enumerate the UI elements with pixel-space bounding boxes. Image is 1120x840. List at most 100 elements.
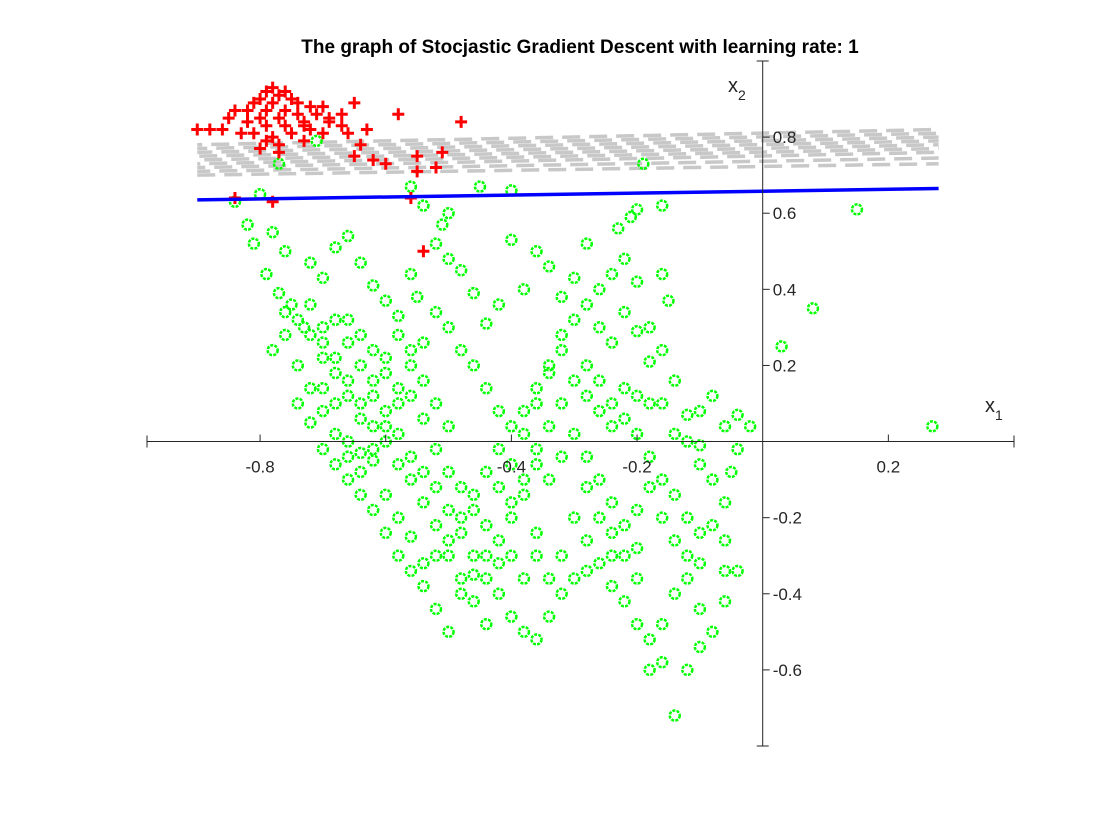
negative-point — [693, 640, 707, 654]
negative-point — [366, 279, 380, 292]
negative-point — [530, 397, 543, 410]
positive-point — [411, 165, 424, 178]
negative-point — [442, 534, 455, 547]
negative-point — [316, 351, 330, 365]
x-axis-label: x1 — [985, 395, 1003, 423]
x-tick-label: 0.2 — [877, 458, 901, 477]
negative-point — [454, 343, 468, 357]
history-line — [197, 131, 939, 151]
negative-point — [681, 549, 694, 562]
positive-point — [228, 104, 241, 117]
negative-point — [480, 465, 493, 479]
negative-point — [404, 450, 418, 464]
negative-point — [505, 458, 518, 471]
negative-point — [429, 602, 443, 616]
negative-point — [354, 488, 367, 502]
negative-point — [341, 374, 355, 387]
negative-point — [693, 439, 707, 452]
negative-point — [379, 366, 392, 380]
y-tick-label: 0.6 — [773, 204, 797, 223]
positive-point — [279, 104, 292, 117]
negative-point — [775, 340, 788, 353]
y-tick-label: 0.2 — [773, 356, 797, 375]
negative-point — [366, 454, 380, 467]
negative-point — [693, 404, 707, 418]
positive-point — [260, 85, 273, 98]
negative-point — [593, 473, 606, 486]
negative-point — [316, 442, 330, 456]
negative-point — [681, 408, 694, 422]
axes-group: -0.8 -0.4 -0.2 0.2 0.8 0.6 0.4 0.2 -0.2 -0.4 -0.6 — [146, 60, 1015, 747]
negative-point — [417, 336, 430, 349]
negative-point — [567, 511, 581, 524]
negative-point — [530, 458, 543, 471]
negative-point — [850, 203, 864, 216]
negative-point — [417, 496, 430, 509]
positive-point — [241, 115, 254, 128]
positive-point — [335, 119, 348, 132]
positive-point — [360, 123, 373, 136]
y-axis-label-subscript: 2 — [738, 87, 746, 103]
negative-point — [329, 241, 342, 254]
negative-point — [392, 458, 405, 471]
negative-point — [637, 157, 650, 170]
negative-point — [555, 549, 568, 562]
x-axis-label-subscript: 1 — [995, 407, 1003, 423]
negative-point — [429, 442, 443, 456]
history-line — [197, 146, 939, 166]
negative-point — [630, 275, 644, 288]
negative-point — [693, 602, 707, 616]
negative-point — [467, 488, 480, 502]
negative-point — [505, 233, 518, 247]
negative-point — [316, 404, 330, 418]
positive-point — [310, 108, 323, 121]
negative-point — [272, 286, 286, 300]
negative-point — [492, 404, 506, 418]
negative-point — [517, 283, 531, 296]
negative-point — [630, 572, 644, 585]
negative-point — [580, 564, 594, 578]
history-line — [197, 156, 939, 174]
negative-point — [668, 709, 681, 722]
negative-point — [655, 511, 669, 524]
negative-point — [725, 465, 738, 479]
history-line — [197, 142, 939, 162]
negative-point — [668, 587, 681, 601]
negative-point — [379, 351, 392, 365]
negative-point — [354, 256, 367, 269]
positive-point — [348, 96, 361, 109]
negative-point — [492, 557, 506, 570]
positive-point — [298, 134, 311, 147]
positive-point — [455, 115, 468, 128]
negative-point — [316, 271, 330, 285]
negative-point — [718, 564, 732, 578]
positive-point — [247, 127, 260, 140]
negative-point — [643, 321, 656, 334]
negative-point — [580, 450, 594, 464]
positive-point — [411, 150, 424, 163]
positive-point — [260, 119, 273, 132]
negative-point — [655, 473, 669, 486]
negative-point — [341, 473, 355, 486]
positive-point — [235, 127, 248, 140]
negative-point — [442, 625, 455, 639]
positive-point — [304, 100, 317, 113]
negative-point — [417, 199, 430, 212]
negative-point — [530, 526, 543, 540]
negative-point — [706, 625, 719, 639]
positive-point — [254, 142, 267, 155]
negative-point — [567, 374, 581, 387]
negative-point — [417, 374, 430, 387]
negative-point — [806, 302, 820, 315]
positive-point — [316, 100, 329, 113]
negative-point — [304, 298, 317, 311]
negative-point — [392, 511, 405, 524]
negative-point — [542, 473, 556, 486]
positive-point — [279, 119, 292, 132]
negative-point — [316, 336, 330, 349]
negative-point — [618, 252, 631, 266]
negative-point — [341, 229, 355, 243]
positive-point — [247, 96, 260, 109]
negative-point — [480, 317, 493, 330]
